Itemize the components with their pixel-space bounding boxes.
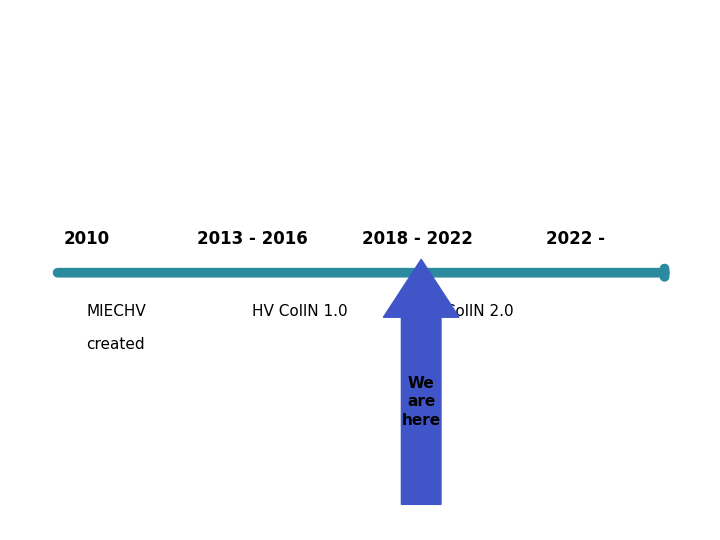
Text: 2013 - 2016: 2013 - 2016 bbox=[197, 230, 307, 248]
Text: We
are
here: We are here bbox=[402, 376, 441, 428]
Text: created: created bbox=[86, 338, 145, 352]
Text: and Early Childhood Home Visiting Program (MIECHV): and Early Childhood Home Visiting Progra… bbox=[22, 58, 613, 78]
Text: MIECHV: MIECHV bbox=[86, 304, 146, 319]
Text: Continuous Quality Improvement in the Maternal Infant: Continuous Quality Improvement in the Ma… bbox=[22, 21, 634, 40]
FancyArrow shape bbox=[383, 259, 459, 504]
Text: 2018 - 2022: 2018 - 2022 bbox=[362, 230, 473, 248]
Text: 2022 -: 2022 - bbox=[546, 230, 606, 248]
Text: HV CollN 2.0: HV CollN 2.0 bbox=[418, 304, 513, 319]
Text: HV CollN 1.0: HV CollN 1.0 bbox=[252, 304, 348, 319]
Text: 2010: 2010 bbox=[63, 230, 109, 248]
